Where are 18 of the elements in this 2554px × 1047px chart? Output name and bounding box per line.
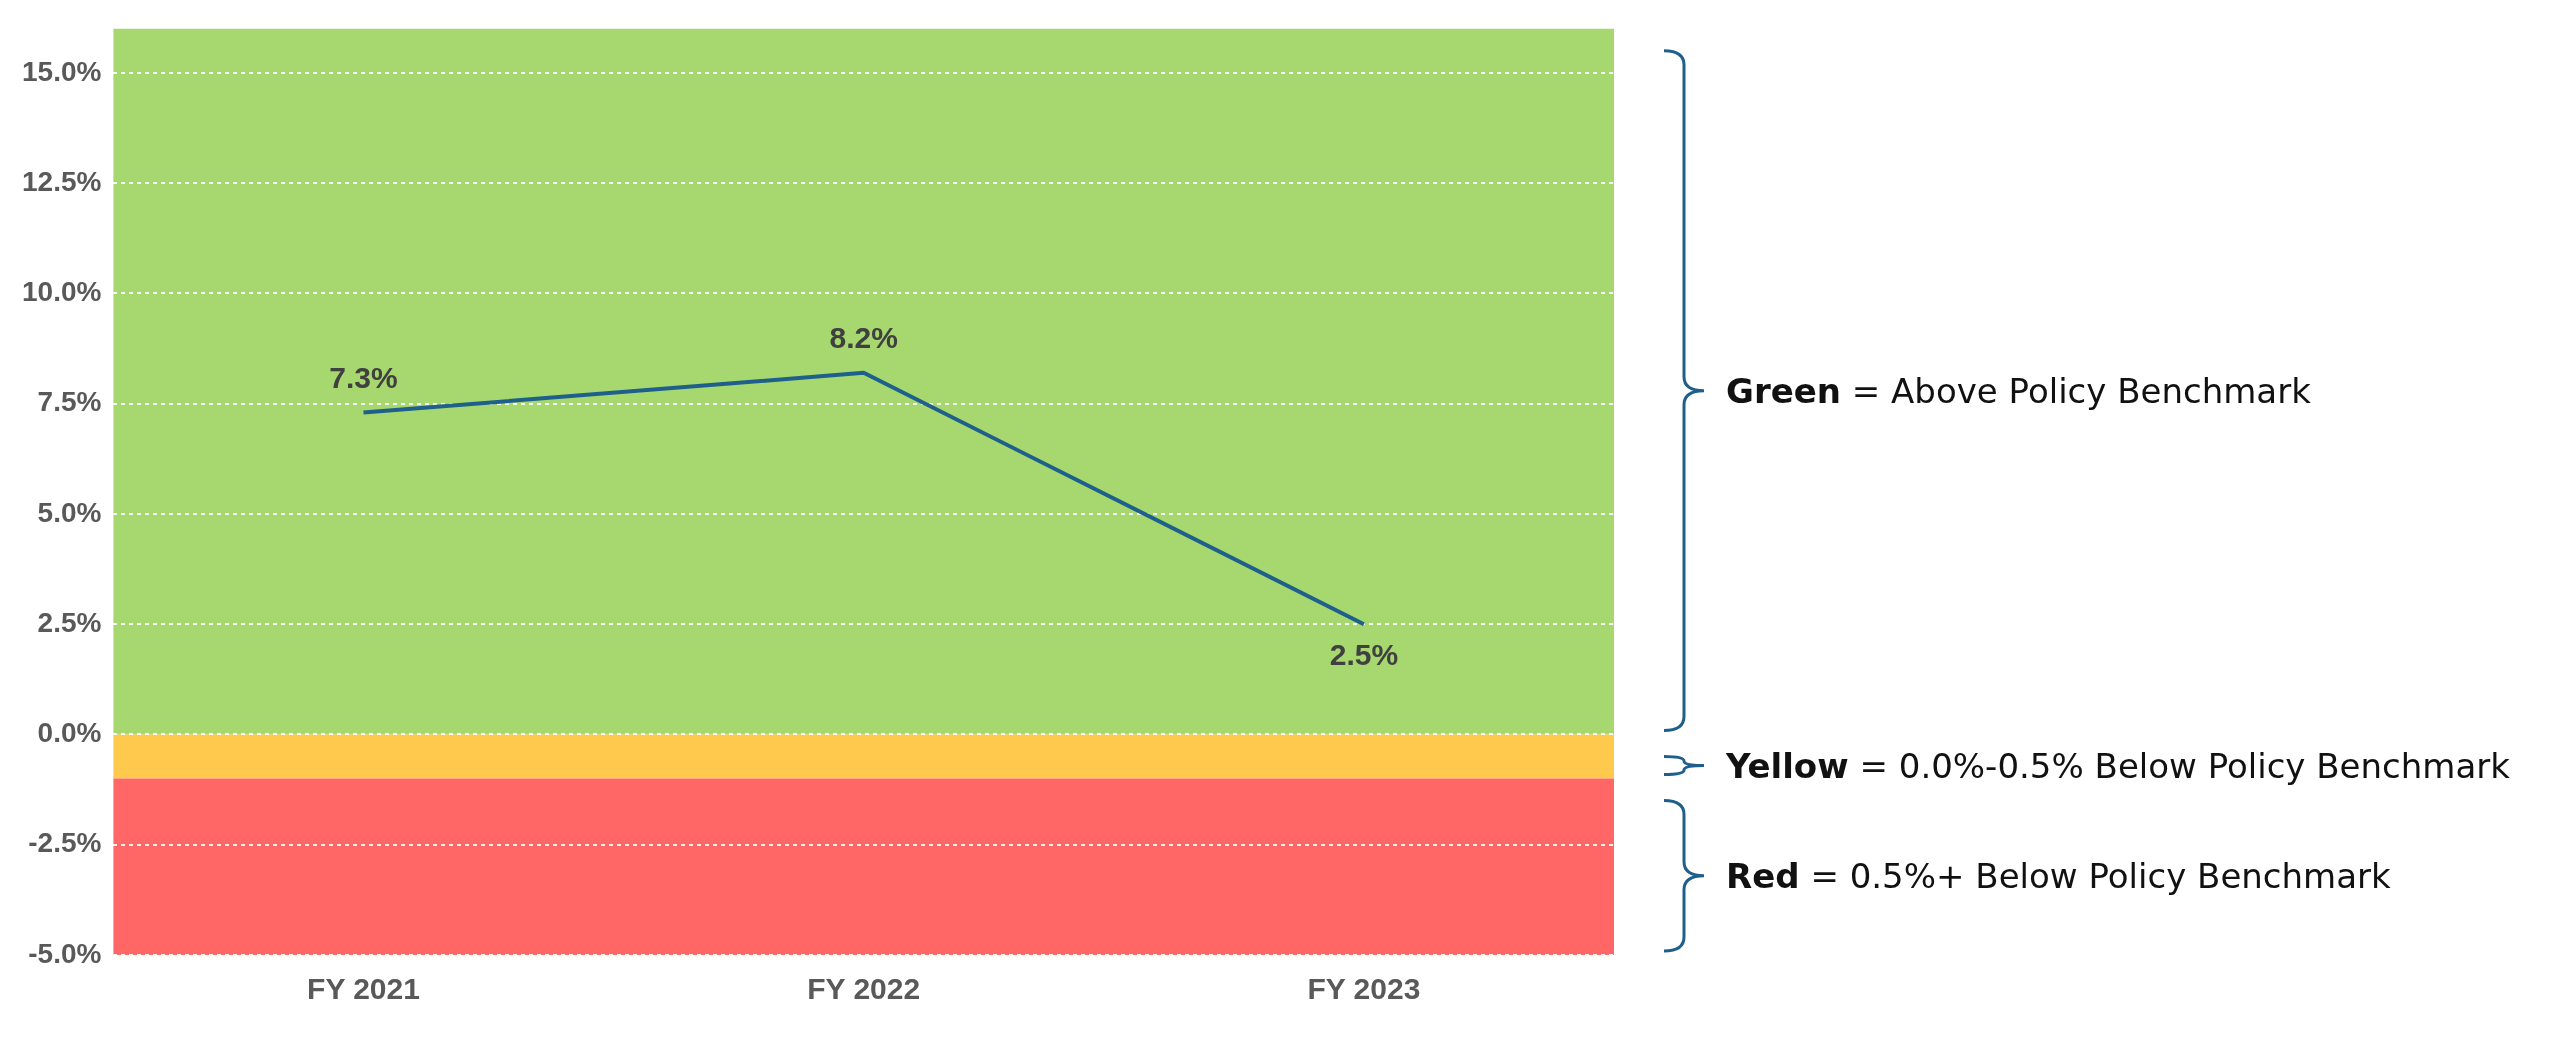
y-tick-label: 7.5%: [37, 386, 102, 418]
data-label: 7.3%: [329, 360, 398, 394]
x-tick-label: FY 2022: [807, 972, 921, 1006]
text: Yellow = 0.0%-0.5% Below Policy Benchmark: [1726, 745, 2510, 786]
y-tick-label: 10.0%: [21, 276, 102, 308]
y-tick-label: 2.5%: [37, 606, 102, 638]
y-tick-label: -5.0%: [28, 937, 102, 969]
y-tick-label: 5.0%: [37, 496, 102, 528]
text: Red = 0.5%+ Below Policy Benchmark: [1726, 855, 2391, 896]
y-tick-label: 0.0%: [37, 717, 102, 749]
y-tick-label: 12.5%: [21, 165, 102, 197]
x-tick-label: FY 2021: [307, 972, 420, 1006]
y-tick-label: -2.5%: [28, 827, 102, 859]
text: Green = Above Policy Benchmark: [1726, 370, 2311, 411]
x-tick-label: FY 2023: [1307, 972, 1421, 1006]
data-label: 8.2%: [829, 321, 898, 355]
data-label: 2.5%: [1329, 638, 1399, 672]
y-tick-label: 15.0%: [21, 55, 102, 87]
